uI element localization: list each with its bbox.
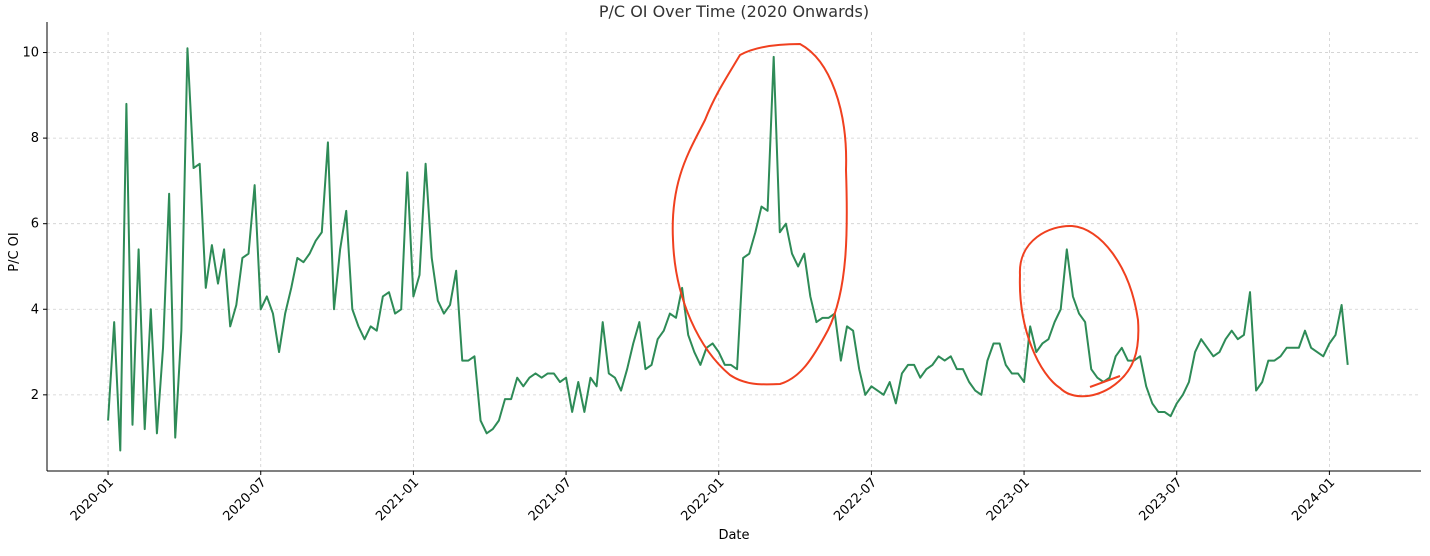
annotation-circles [671, 42, 1140, 398]
y-tick-label: 2 [31, 388, 39, 403]
chart-title: P/C OI Over Time (2020 Onwards) [599, 2, 869, 21]
x-tick-label: 2022-01 [679, 475, 728, 524]
x-tick-label: 2020-07 [221, 475, 270, 524]
annotation-circle [1018, 224, 1140, 398]
x-tick-label: 2020-01 [68, 475, 117, 524]
y-tick-label: 6 [31, 217, 39, 232]
x-tick-label: 2021-01 [373, 475, 422, 524]
y-tick-label: 4 [31, 302, 39, 317]
x-tick-label: 2024-01 [1289, 475, 1338, 524]
x-tick-label: 2022-07 [831, 475, 880, 524]
x-tick-label: 2023-07 [1137, 475, 1186, 524]
x-axis-label: Date [718, 528, 749, 543]
y-tick-label: 10 [22, 46, 39, 61]
y-axis-label: P/C OI [7, 232, 22, 272]
y-tick-label: 8 [31, 131, 39, 146]
annotation-circle [671, 42, 848, 386]
plot-area: 2 4 6 8 10 2020-01 2020-07 2021-01 2021-07 2022-0… [22, 22, 1421, 524]
x-tick-label: 2021-07 [526, 475, 575, 524]
data-line [107, 47, 1349, 452]
annotation-stroke [1089, 375, 1121, 388]
x-tick-label: 2023-01 [984, 475, 1033, 524]
